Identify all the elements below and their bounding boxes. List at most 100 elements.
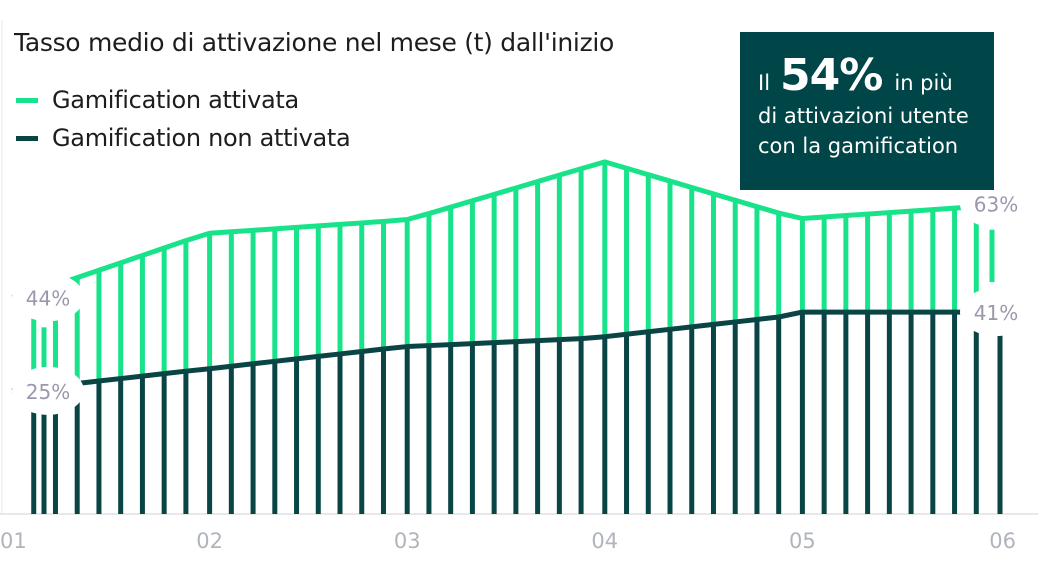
bar-activated bbox=[886, 212, 892, 313]
bar-activated bbox=[228, 231, 234, 367]
bar-not-activated bbox=[645, 331, 651, 514]
bar-activated bbox=[139, 255, 145, 377]
bar-not-activated bbox=[602, 336, 608, 514]
bar-not-activated bbox=[799, 312, 805, 514]
point-label: 41% bbox=[974, 301, 1018, 325]
bar-not-activated bbox=[624, 334, 630, 514]
bar-not-activated bbox=[754, 319, 760, 514]
bar-not-activated bbox=[930, 312, 936, 514]
point-label-halo bbox=[12, 366, 84, 415]
bar-activated bbox=[645, 174, 651, 332]
bar-activated bbox=[908, 211, 914, 313]
point-label: 63% bbox=[974, 193, 1018, 217]
bar-activated bbox=[535, 181, 541, 341]
point-label-halo bbox=[960, 179, 1032, 228]
point-label-halo bbox=[960, 288, 1032, 337]
callout-line-2: di attivazioni utente bbox=[758, 104, 969, 128]
bar-activated bbox=[799, 218, 805, 313]
bar-activated bbox=[930, 209, 936, 313]
bar-activated bbox=[732, 200, 738, 322]
bar-not-activated bbox=[973, 312, 979, 514]
bar-not-activated bbox=[41, 410, 47, 514]
point-label: 44% bbox=[26, 286, 70, 310]
bar-not-activated bbox=[469, 343, 475, 514]
bar-not-activated bbox=[272, 361, 278, 514]
bar-activated bbox=[710, 193, 716, 325]
bar-activated bbox=[31, 292, 37, 389]
bar-activated bbox=[843, 215, 849, 313]
x-tick-label: 05 bbox=[789, 529, 816, 553]
bar-not-activated bbox=[337, 353, 343, 514]
series-line-activated bbox=[11, 159, 1001, 300]
bar-not-activated bbox=[228, 366, 234, 514]
bar-not-activated bbox=[732, 321, 738, 514]
bar-activated bbox=[118, 262, 124, 379]
bar-not-activated bbox=[689, 326, 695, 514]
bar-activated bbox=[989, 229, 995, 283]
bar-activated bbox=[183, 240, 189, 372]
bar-activated bbox=[973, 206, 979, 313]
bar-not-activated bbox=[315, 356, 321, 514]
bar-not-activated bbox=[74, 383, 80, 514]
x-tick-label: 04 bbox=[591, 529, 618, 553]
legend-item-not-activated: Gamification non attivata bbox=[16, 124, 351, 152]
bar-not-activated bbox=[380, 349, 386, 514]
bar-activated bbox=[74, 277, 80, 384]
legend-label-not-activated: Gamification non attivata bbox=[52, 124, 351, 152]
bar-not-activated bbox=[886, 312, 892, 514]
legend-swatch-activated bbox=[16, 97, 38, 103]
x-tick-label: 01 bbox=[0, 529, 27, 553]
bar-activated bbox=[513, 187, 519, 342]
bar-activated bbox=[315, 225, 321, 357]
x-tick-label: 06 bbox=[989, 529, 1016, 553]
bar-activated bbox=[556, 175, 562, 340]
bar-activated bbox=[754, 206, 760, 320]
bar-activated bbox=[865, 214, 871, 313]
chart-title: Tasso medio di attivazione nel mese (t) … bbox=[14, 28, 615, 57]
bar-activated bbox=[294, 227, 300, 359]
bar-not-activated bbox=[578, 338, 584, 514]
bar-not-activated bbox=[776, 317, 782, 514]
bar-not-activated bbox=[250, 363, 256, 514]
x-tick-label: 03 bbox=[394, 529, 421, 553]
bar-activated bbox=[952, 208, 958, 313]
bar-not-activated bbox=[118, 378, 124, 514]
bar-not-activated bbox=[31, 388, 37, 514]
bar-activated bbox=[469, 200, 475, 344]
bar-not-activated bbox=[843, 312, 849, 514]
bar-activated bbox=[41, 327, 47, 381]
bar-activated bbox=[821, 217, 827, 313]
bar-activated bbox=[426, 213, 432, 346]
bar-activated bbox=[776, 213, 782, 317]
bar-not-activated bbox=[710, 324, 716, 514]
legend-label-activated: Gamification attivata bbox=[52, 86, 299, 114]
bar-activated bbox=[578, 168, 584, 339]
bar-not-activated bbox=[404, 346, 410, 514]
callout-suffix: in più bbox=[894, 71, 953, 95]
bar-activated bbox=[624, 168, 630, 335]
x-tick-label: 02 bbox=[196, 529, 223, 553]
callout-line-3: con la gamification bbox=[758, 134, 959, 158]
callout-prefix: Il bbox=[758, 71, 771, 95]
callout-box: Il 54% in più di attivazioni utente con … bbox=[740, 32, 994, 190]
bar-not-activated bbox=[448, 344, 454, 514]
bar-activated bbox=[207, 233, 213, 369]
bar-activated bbox=[250, 230, 256, 364]
bar-not-activated bbox=[183, 371, 189, 514]
bar-activated bbox=[602, 161, 608, 337]
point-label-halo bbox=[12, 273, 84, 322]
bar-activated bbox=[448, 207, 454, 345]
bar-not-activated bbox=[908, 312, 914, 514]
bar-not-activated bbox=[294, 358, 300, 514]
bar-activated bbox=[667, 181, 673, 330]
point-label: 25% bbox=[26, 380, 70, 404]
bar-not-activated bbox=[513, 341, 519, 514]
bar-not-activated bbox=[865, 312, 871, 514]
bar-not-activated bbox=[997, 312, 1003, 514]
bar-not-activated bbox=[556, 339, 562, 514]
bar-not-activated bbox=[161, 373, 167, 514]
bar-not-activated bbox=[96, 381, 102, 514]
bar-not-activated bbox=[491, 342, 497, 514]
bar-activated bbox=[359, 222, 365, 352]
